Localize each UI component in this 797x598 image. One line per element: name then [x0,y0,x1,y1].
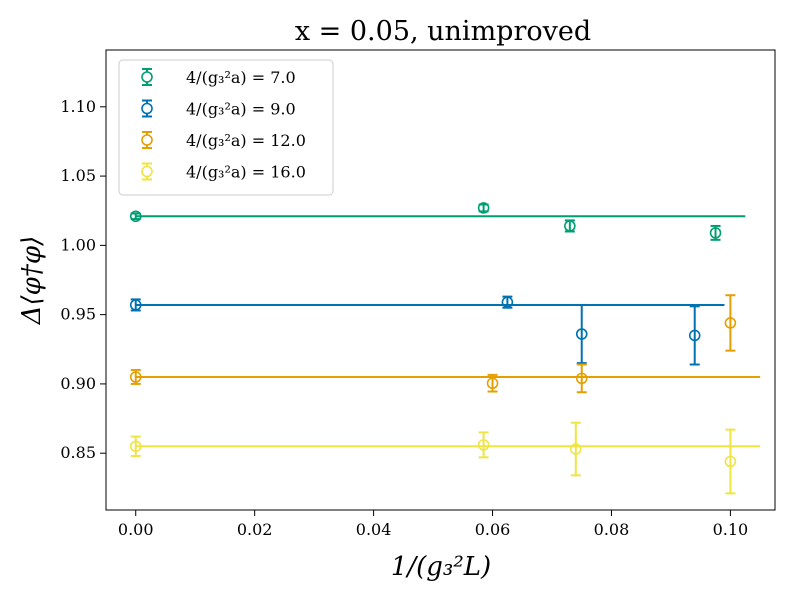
x-tick-label: 0.10 [713,520,749,539]
legend-label: 4/(g₃²a) = 9.0 [186,100,296,119]
plot-frame [105,49,776,511]
y-axis-label: Δ⟨φ†φ⟩ [17,236,47,325]
chart-title: x = 0.05, unimproved [295,16,591,47]
x-tick-label: 0.04 [356,520,392,539]
legend-marker [141,134,153,146]
y-tick-label: 1.05 [60,166,96,185]
data-point [709,227,722,239]
plot-area [129,202,761,495]
legend-label: 4/(g₃²a) = 12.0 [186,131,306,150]
data-point [575,328,588,340]
data-point [129,299,142,311]
axes: 0.00 0.02 0.04 0.06 0.08 0.10 0.85 0.90 0.95 1.00… [60,97,748,539]
legend: 4/(g₃²a) = 7.0 4/(g₃²a) = 9.0 4/(g₃²a) = 1… [118,59,334,196]
data-point [569,443,582,455]
data-point [564,220,576,232]
data-point [129,440,142,453]
series-0 [129,202,746,241]
x-tick-label: 0.02 [237,520,273,539]
data-point [575,372,588,385]
series-3 [129,421,761,495]
data-point [129,371,142,383]
x-tick-label: 0.08 [594,520,630,539]
x-axis-label: 1/(g₃²L) [391,552,491,582]
x-tick-label: 0.06 [475,520,511,539]
y-tick-label: 1.10 [60,97,96,116]
series-1 [129,295,725,366]
data-point [129,210,142,223]
x-tick-label: 0.00 [118,520,154,539]
series-2 [129,294,761,394]
legend-marker [141,165,153,178]
data-point [724,317,737,329]
legend-marker [141,102,153,115]
legend-label: 4/(g₃²a) = 16.0 [186,163,306,182]
legend-box [118,59,334,196]
data-point [688,329,701,342]
legend-label: 4/(g₃²a) = 7.0 [186,68,296,87]
data-point [501,296,514,308]
y-tick-label: 0.85 [60,443,96,462]
data-point [477,202,490,214]
data-point [724,455,737,468]
y-tick-label: 0.95 [60,305,96,324]
legend-marker [141,71,153,83]
y-tick-label: 1.00 [60,235,96,254]
y-tick-label: 0.90 [60,374,96,393]
data-point [477,439,490,451]
data-point [486,377,499,390]
